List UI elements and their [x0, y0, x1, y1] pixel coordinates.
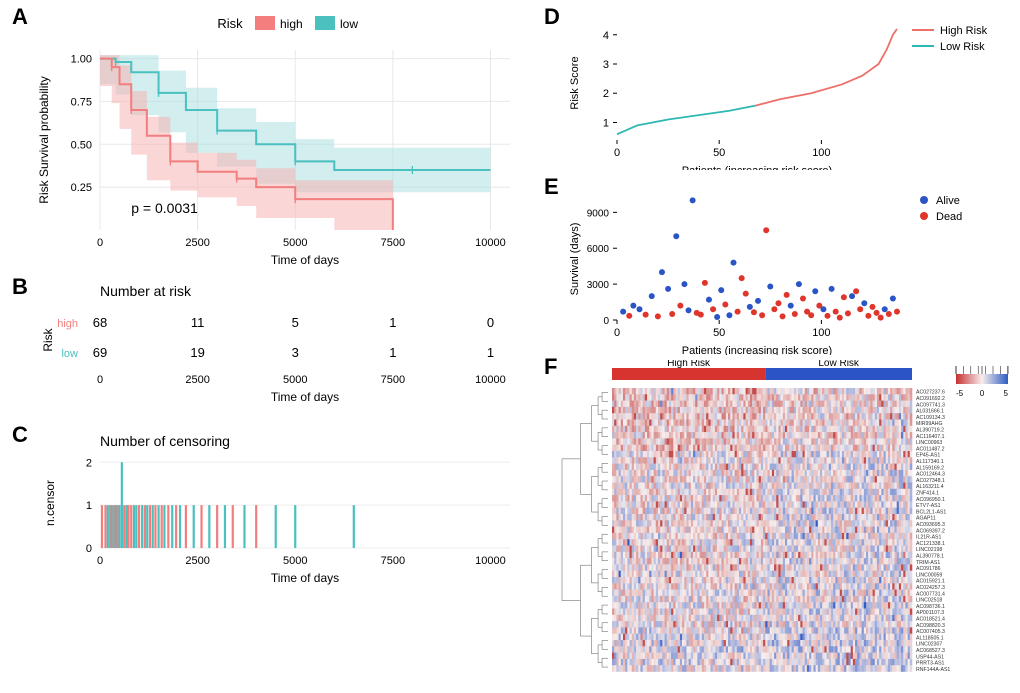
svg-text:10000: 10000: [475, 237, 506, 249]
panel-label-c: C: [12, 422, 28, 448]
svg-text:1: 1: [389, 315, 396, 330]
svg-text:0: 0: [603, 316, 609, 327]
svg-text:1: 1: [603, 117, 609, 129]
svg-text:5000: 5000: [283, 555, 307, 567]
svg-text:Low Risk: Low Risk: [940, 41, 985, 53]
svg-text:50: 50: [713, 327, 725, 339]
svg-text:7500: 7500: [381, 555, 405, 567]
svg-text:5: 5: [292, 315, 299, 330]
svg-text:2: 2: [86, 457, 92, 469]
svg-text:high: high: [280, 17, 303, 31]
svg-text:3000: 3000: [587, 280, 610, 291]
svg-text:High Risk: High Risk: [667, 360, 711, 369]
svg-text:Risk: Risk: [41, 327, 55, 351]
svg-text:2: 2: [603, 88, 609, 100]
svg-text:Time of days: Time of days: [271, 571, 339, 585]
svg-text:0: 0: [614, 147, 620, 159]
svg-text:2500: 2500: [185, 237, 209, 249]
panel-c-censoring: Number of censoring 0 1 2 0 2500 5000 7500 10000…: [30, 428, 530, 598]
svg-text:Low Risk: Low Risk: [818, 360, 860, 369]
panel-d-risk-score: 1 2 3 4 0 50 100 High Risk Low Risk Patients (inc…: [562, 10, 1012, 170]
svg-text:Number of censoring: Number of censoring: [100, 433, 230, 449]
panel-b-risk-table: Number at riskRiskhigh6811510low69193110…: [30, 278, 530, 418]
svg-text:Number at risk: Number at risk: [100, 283, 192, 299]
svg-text:68: 68: [93, 315, 107, 330]
svg-text:9000: 9000: [587, 208, 610, 219]
svg-text:4: 4: [603, 30, 609, 42]
svg-text:Alive: Alive: [936, 195, 960, 207]
svg-text:p = 0.0031: p = 0.0031: [131, 200, 198, 216]
svg-text:19: 19: [190, 345, 204, 360]
svg-text:2500: 2500: [185, 555, 209, 567]
svg-text:7500: 7500: [381, 374, 405, 386]
svg-text:0: 0: [86, 543, 92, 555]
svg-text:10000: 10000: [475, 555, 506, 567]
svg-text:100: 100: [812, 327, 830, 339]
svg-text:low: low: [61, 348, 78, 360]
panel-e-survival-scatter: 0 3000 6000 9000 0 50 100 Alive Dead Patients (in…: [562, 180, 1012, 355]
panel-label-b: B: [12, 274, 28, 300]
svg-text:low: low: [340, 17, 358, 31]
svg-text:1: 1: [389, 345, 396, 360]
svg-text:Time of days: Time of days: [271, 390, 339, 404]
svg-text:0: 0: [97, 237, 103, 249]
svg-text:0: 0: [487, 315, 494, 330]
svg-text:Risk: Risk: [217, 16, 243, 31]
svg-text:2500: 2500: [185, 374, 209, 386]
svg-text:0.50: 0.50: [71, 139, 92, 151]
svg-text:0.25: 0.25: [71, 182, 92, 194]
svg-text:0: 0: [614, 327, 620, 339]
svg-text:Risk Survival probability: Risk Survival probability: [37, 76, 51, 203]
svg-text:100: 100: [812, 147, 830, 159]
panel-label-e: E: [544, 174, 559, 200]
svg-text:1: 1: [487, 345, 494, 360]
svg-text:50: 50: [713, 147, 725, 159]
svg-text:11: 11: [191, 315, 205, 330]
svg-text:1: 1: [86, 500, 92, 512]
svg-text:10000: 10000: [475, 374, 506, 386]
svg-text:0.75: 0.75: [71, 96, 92, 108]
svg-text:Patients (increasing risk sco: Patients (increasing risk score): [682, 345, 832, 355]
svg-text:high: high: [57, 318, 78, 330]
svg-text:Dead: Dead: [936, 211, 962, 223]
svg-text:n.censor: n.censor: [43, 480, 57, 526]
panel-a-km-plot: Risk high low 0.25 0.50 0.75 1.00 0 2500 5000 7500…: [30, 10, 530, 270]
panel-label-d: D: [544, 4, 560, 30]
svg-text:Survival (days): Survival (days): [569, 223, 581, 296]
svg-text:6000: 6000: [587, 244, 610, 255]
svg-text:5000: 5000: [283, 237, 307, 249]
svg-text:High Risk: High Risk: [940, 25, 988, 37]
svg-text:69: 69: [93, 345, 107, 360]
svg-text:1.00: 1.00: [71, 54, 92, 66]
svg-text:5000: 5000: [283, 374, 307, 386]
svg-text:7500: 7500: [381, 237, 405, 249]
svg-text:Time of days: Time of days: [271, 253, 339, 267]
panel-label-a: A: [12, 4, 28, 30]
svg-text:Risk Score: Risk Score: [569, 56, 581, 109]
svg-text:0: 0: [97, 555, 103, 567]
svg-text:Patients (increasing risk sco: Patients (increasing risk score): [682, 165, 832, 170]
svg-text:3: 3: [292, 345, 299, 360]
svg-text:0: 0: [97, 374, 103, 386]
panel-f-heatmap: High RiskLow RiskAC027237.6AC091692.2AC0…: [556, 360, 1016, 690]
svg-text:3: 3: [603, 59, 609, 71]
